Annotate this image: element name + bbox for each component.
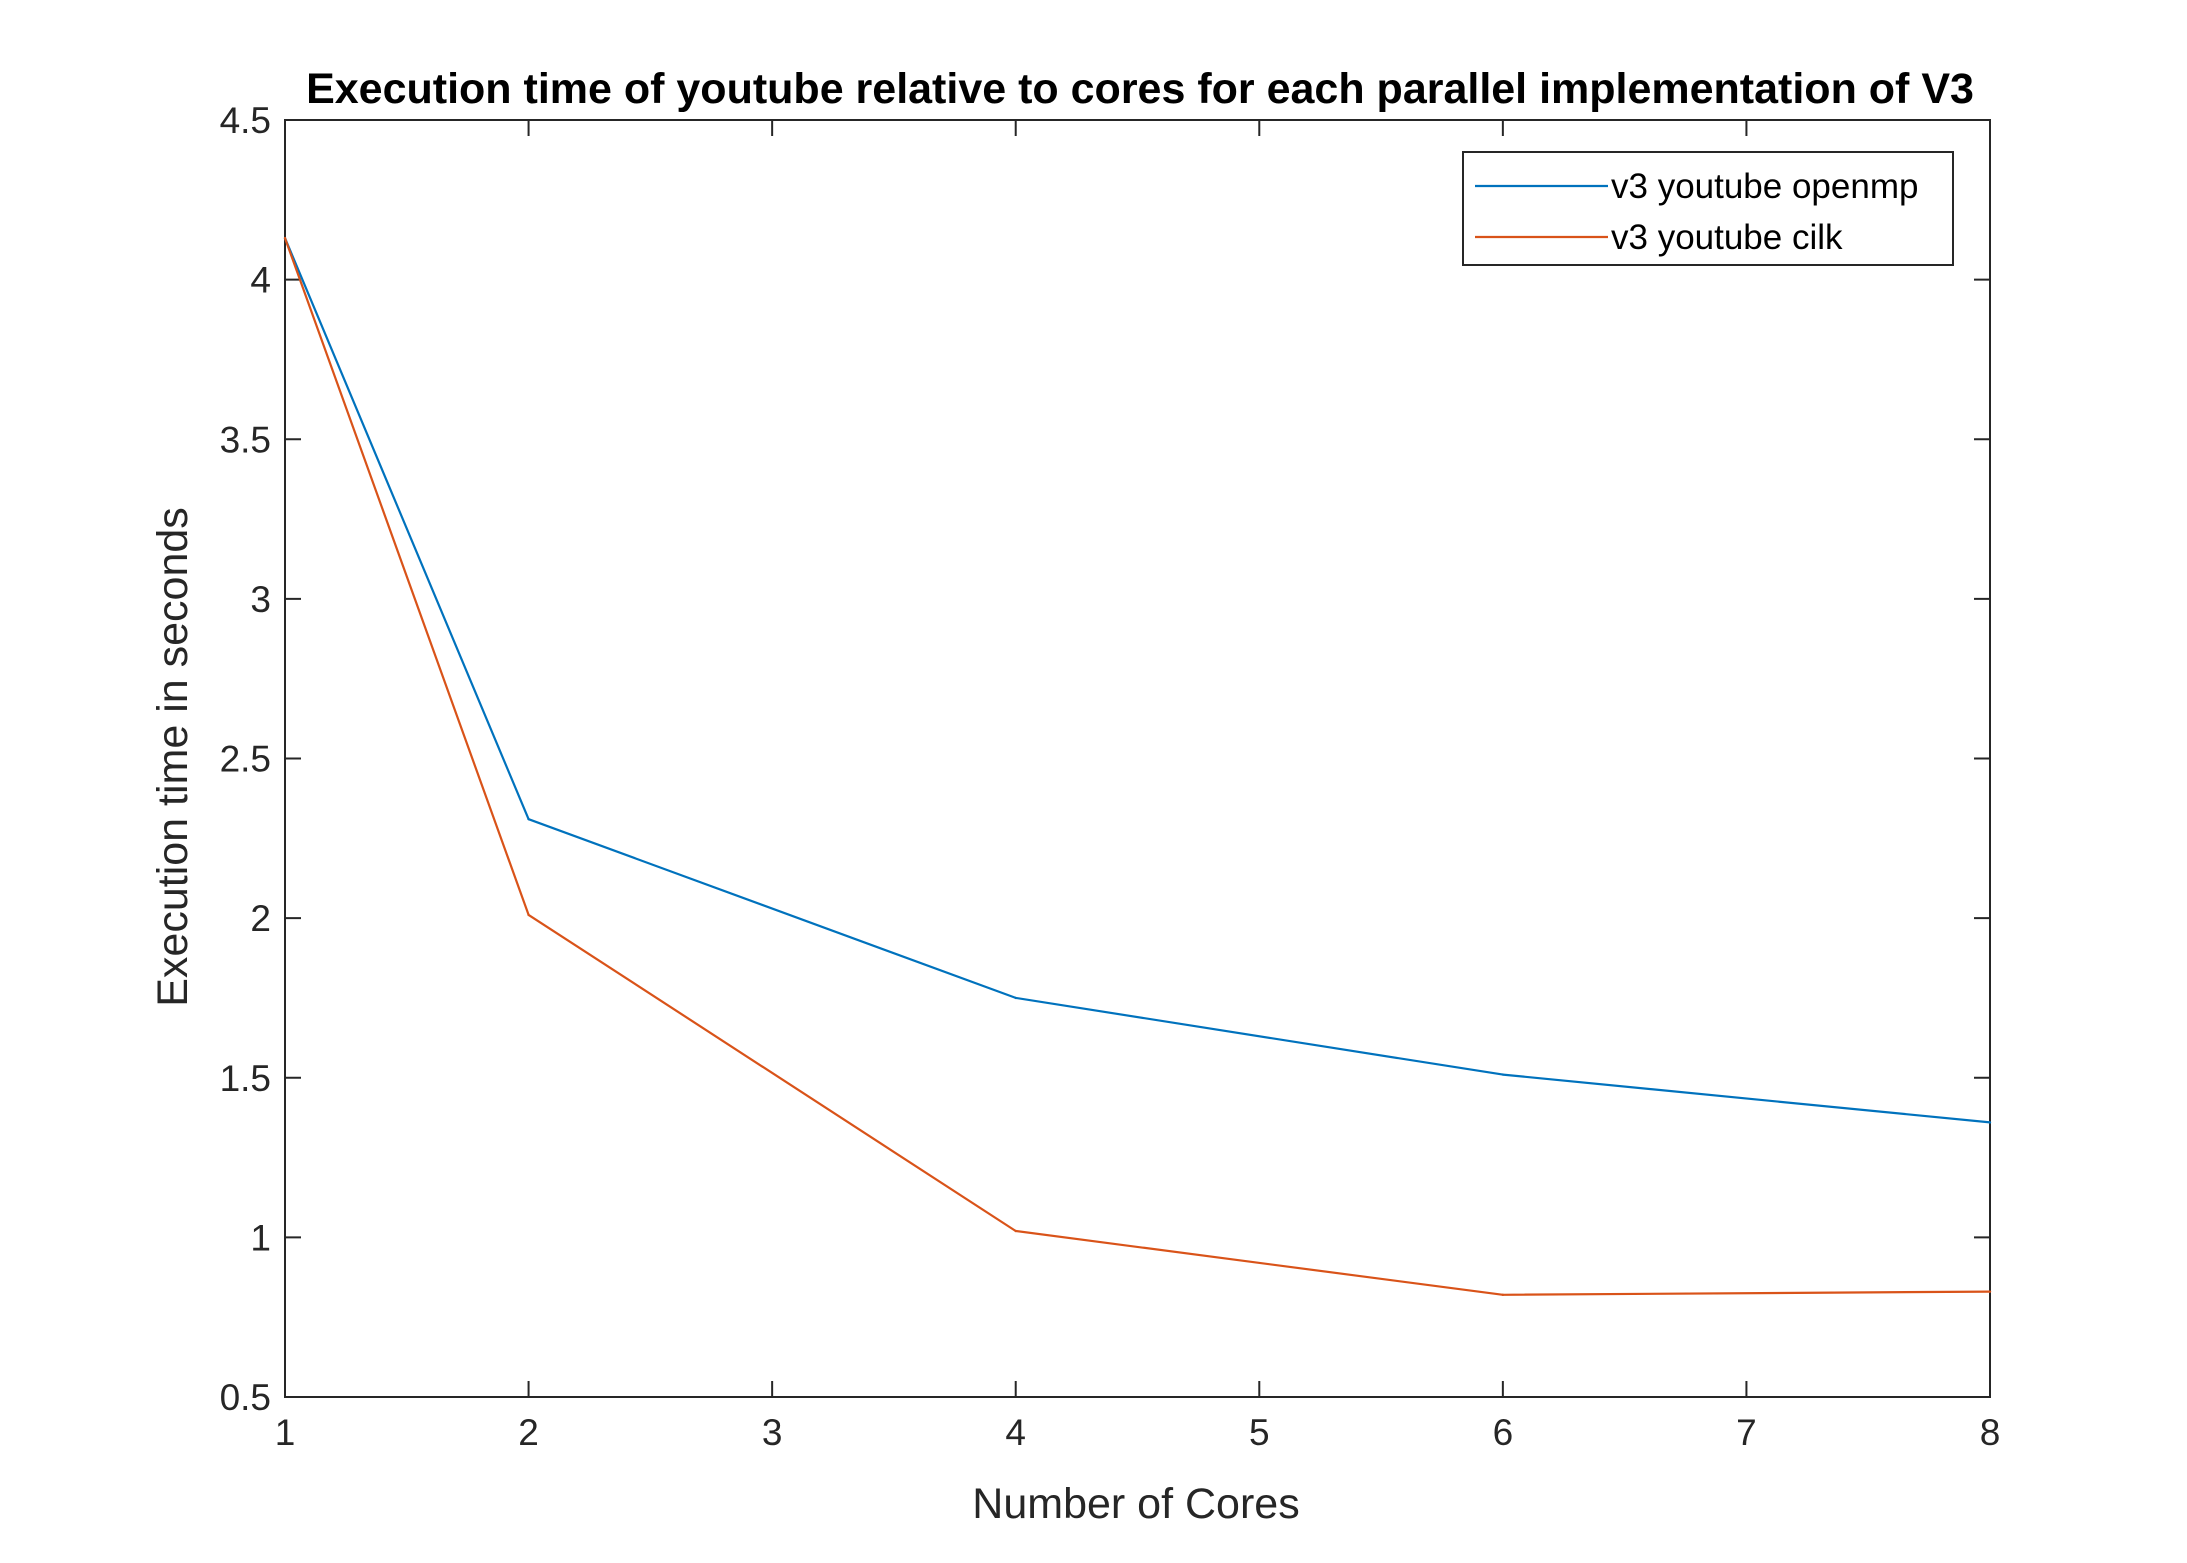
legend-label: v3 youtube cilk [1611, 218, 1843, 257]
y-tick-label: 2 [250, 898, 271, 939]
x-tick-label: 2 [518, 1412, 539, 1453]
data-point [1501, 1073, 1505, 1076]
y-tick-label: 4 [250, 260, 271, 301]
data-point [527, 817, 530, 821]
y-tick-label: 0.5 [220, 1377, 271, 1418]
legend: v3 youtube openmp v3 youtube cilk [1462, 151, 1954, 266]
series-group [283, 236, 1992, 1297]
y-tick-label: 3 [250, 579, 271, 620]
x-tick-label: 5 [1249, 1412, 1270, 1453]
x-tick-label: 8 [1980, 1412, 2001, 1453]
axis-ticks: 1 2 3 4 5 6 7 80.511.522.533.544.5 [220, 100, 2001, 1453]
x-tick-label: 6 [1493, 1412, 1514, 1453]
y-axis-label: Execution time in seconds [149, 507, 197, 1007]
x-tick-label: 4 [1005, 1412, 1026, 1453]
y-tick-label: 4.5 [220, 100, 271, 141]
chart-title: Execution time of youtube relative to co… [306, 65, 1974, 113]
data-point [283, 236, 287, 240]
x-axis-label: Number of Cores [972, 1480, 1299, 1528]
data-point [1988, 1121, 1992, 1124]
y-tick-label: 1.5 [220, 1058, 271, 1099]
x-tick-label: 1 [275, 1412, 296, 1453]
y-tick-label: 1 [250, 1217, 271, 1258]
data-point [1014, 996, 1017, 1000]
legend-label: v3 youtube openmp [1611, 167, 1918, 206]
x-tick-label: 3 [762, 1412, 783, 1453]
y-tick-label: 3.5 [220, 419, 271, 460]
data-point [1501, 1293, 1505, 1297]
legend-box [1462, 151, 1954, 266]
data-point [1988, 1290, 1992, 1293]
y-tick-label: 2.5 [220, 739, 271, 780]
x-tick-label: 7 [1736, 1412, 1757, 1453]
data-point [1014, 1229, 1017, 1233]
data-point [527, 913, 530, 917]
